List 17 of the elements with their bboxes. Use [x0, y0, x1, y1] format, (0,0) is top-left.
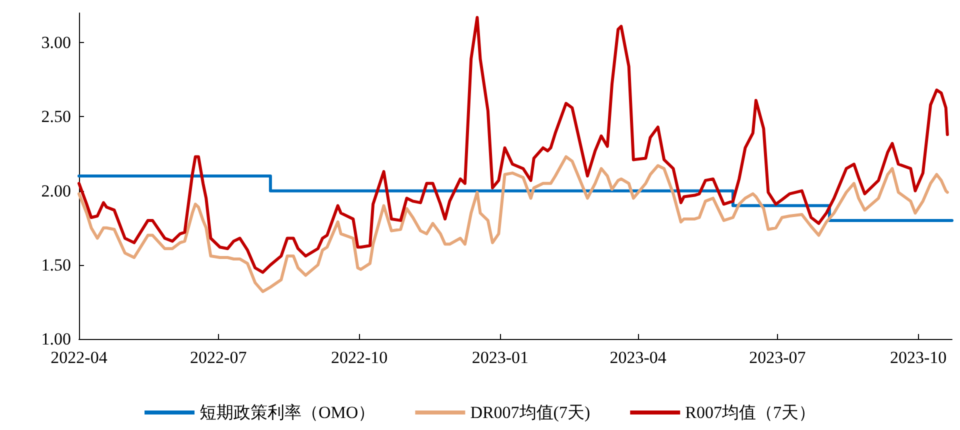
y-tick-label: 1.50 [41, 255, 71, 274]
x-tick-label: 2023-10 [890, 348, 947, 367]
y-tick-label: 1.00 [41, 330, 71, 348]
legend-label: 短期政策利率（OMO） [200, 403, 376, 422]
y-tick-label: 3.00 [41, 33, 71, 52]
line-series [78, 16, 949, 274]
x-tick-label: 2022-10 [330, 348, 388, 367]
x-tick-label: 2023-07 [749, 348, 806, 367]
legend-label: DR007均值(7天) [470, 403, 590, 422]
x-tick-label: 2022-07 [190, 348, 248, 367]
x-tick-label: 2023-01 [472, 348, 529, 367]
y-tick-label: 2.50 [41, 107, 71, 126]
x-tick-label: 2022-04 [50, 348, 108, 367]
legend-label: R007均值（7天） [685, 403, 816, 422]
y-tick-label: 2.00 [41, 181, 71, 200]
x-tick-label: 2023-04 [610, 348, 667, 367]
line-series [78, 155, 949, 294]
